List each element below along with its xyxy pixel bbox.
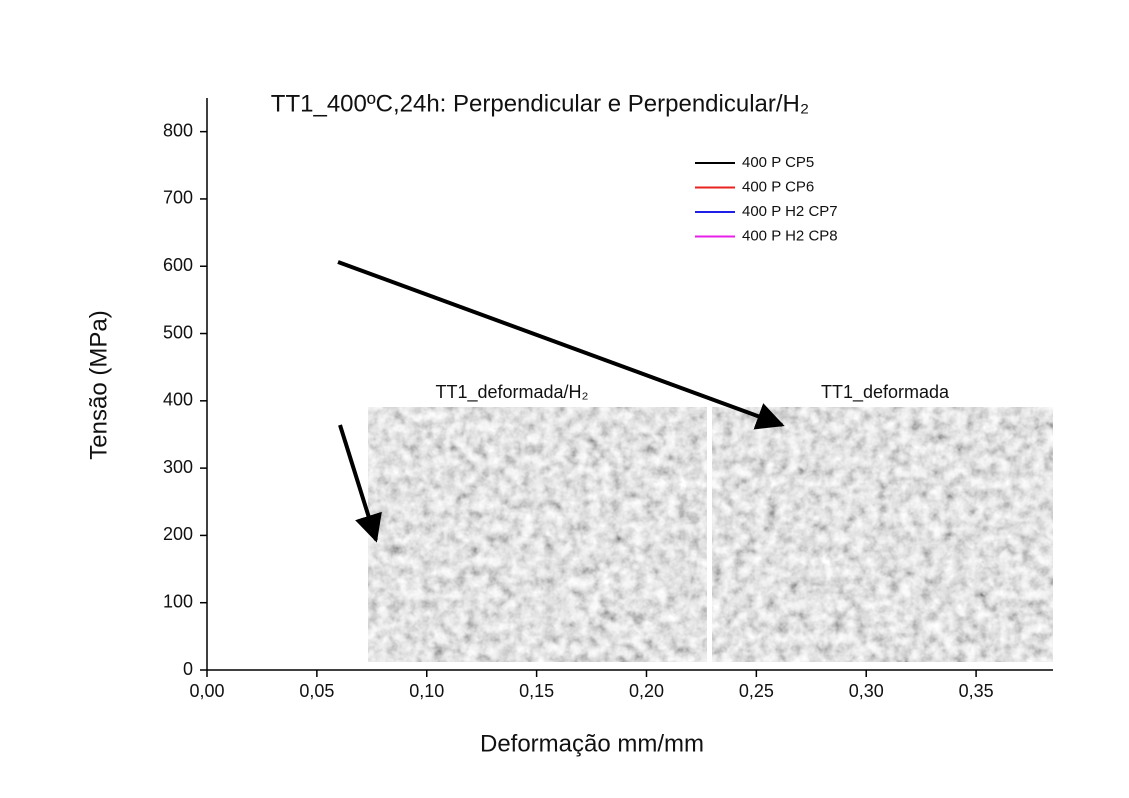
y-tick-label: 100: [163, 591, 193, 611]
legend-label: 400 P CP6: [742, 178, 814, 195]
y-tick-label: 300: [163, 457, 193, 477]
x-axis-label: Deformação mm/mm: [480, 730, 704, 757]
x-tick-label: 0,05: [299, 681, 334, 701]
y-tick-label: 0: [183, 659, 193, 679]
legend-label: 400 P H2 CP7: [742, 203, 838, 220]
y-tick-label: 700: [163, 188, 193, 208]
x-tick-label: 0,20: [629, 681, 664, 701]
x-tick-label: 0,10: [409, 681, 444, 701]
y-tick-label: 200: [163, 524, 193, 544]
chart-title: TT1_400ºC,24h: Perpendicular e Perpendic…: [271, 90, 809, 117]
x-tick-label: 0,30: [849, 681, 884, 701]
inset-label: TT1_deformada/H₂: [435, 382, 588, 403]
sem-image: [712, 407, 1053, 662]
x-tick-label: 0,25: [739, 681, 774, 701]
y-tick-label: 800: [163, 120, 193, 140]
inset-label: TT1_deformada: [821, 382, 950, 403]
x-tick-label: 0,00: [189, 681, 224, 701]
y-tick-label: 600: [163, 255, 193, 275]
arrow: [338, 424, 382, 543]
y-tick-label: 400: [163, 390, 193, 410]
plot-area: 0 100 200 300 400 500 600 700 800 0,00 0,05 0,10 0,1…: [163, 98, 1053, 701]
y-axis-label: Tensão (MPa): [85, 310, 112, 459]
x-tick-label: 0,15: [519, 681, 554, 701]
legend-label: 400 P CP5: [742, 154, 814, 171]
x-tick-label: 0,35: [959, 681, 994, 701]
y-tick-label: 500: [163, 322, 193, 342]
sem-image: [368, 407, 707, 662]
arrow: [337, 260, 785, 430]
legend-label: 400 P H2 CP8: [742, 227, 838, 244]
